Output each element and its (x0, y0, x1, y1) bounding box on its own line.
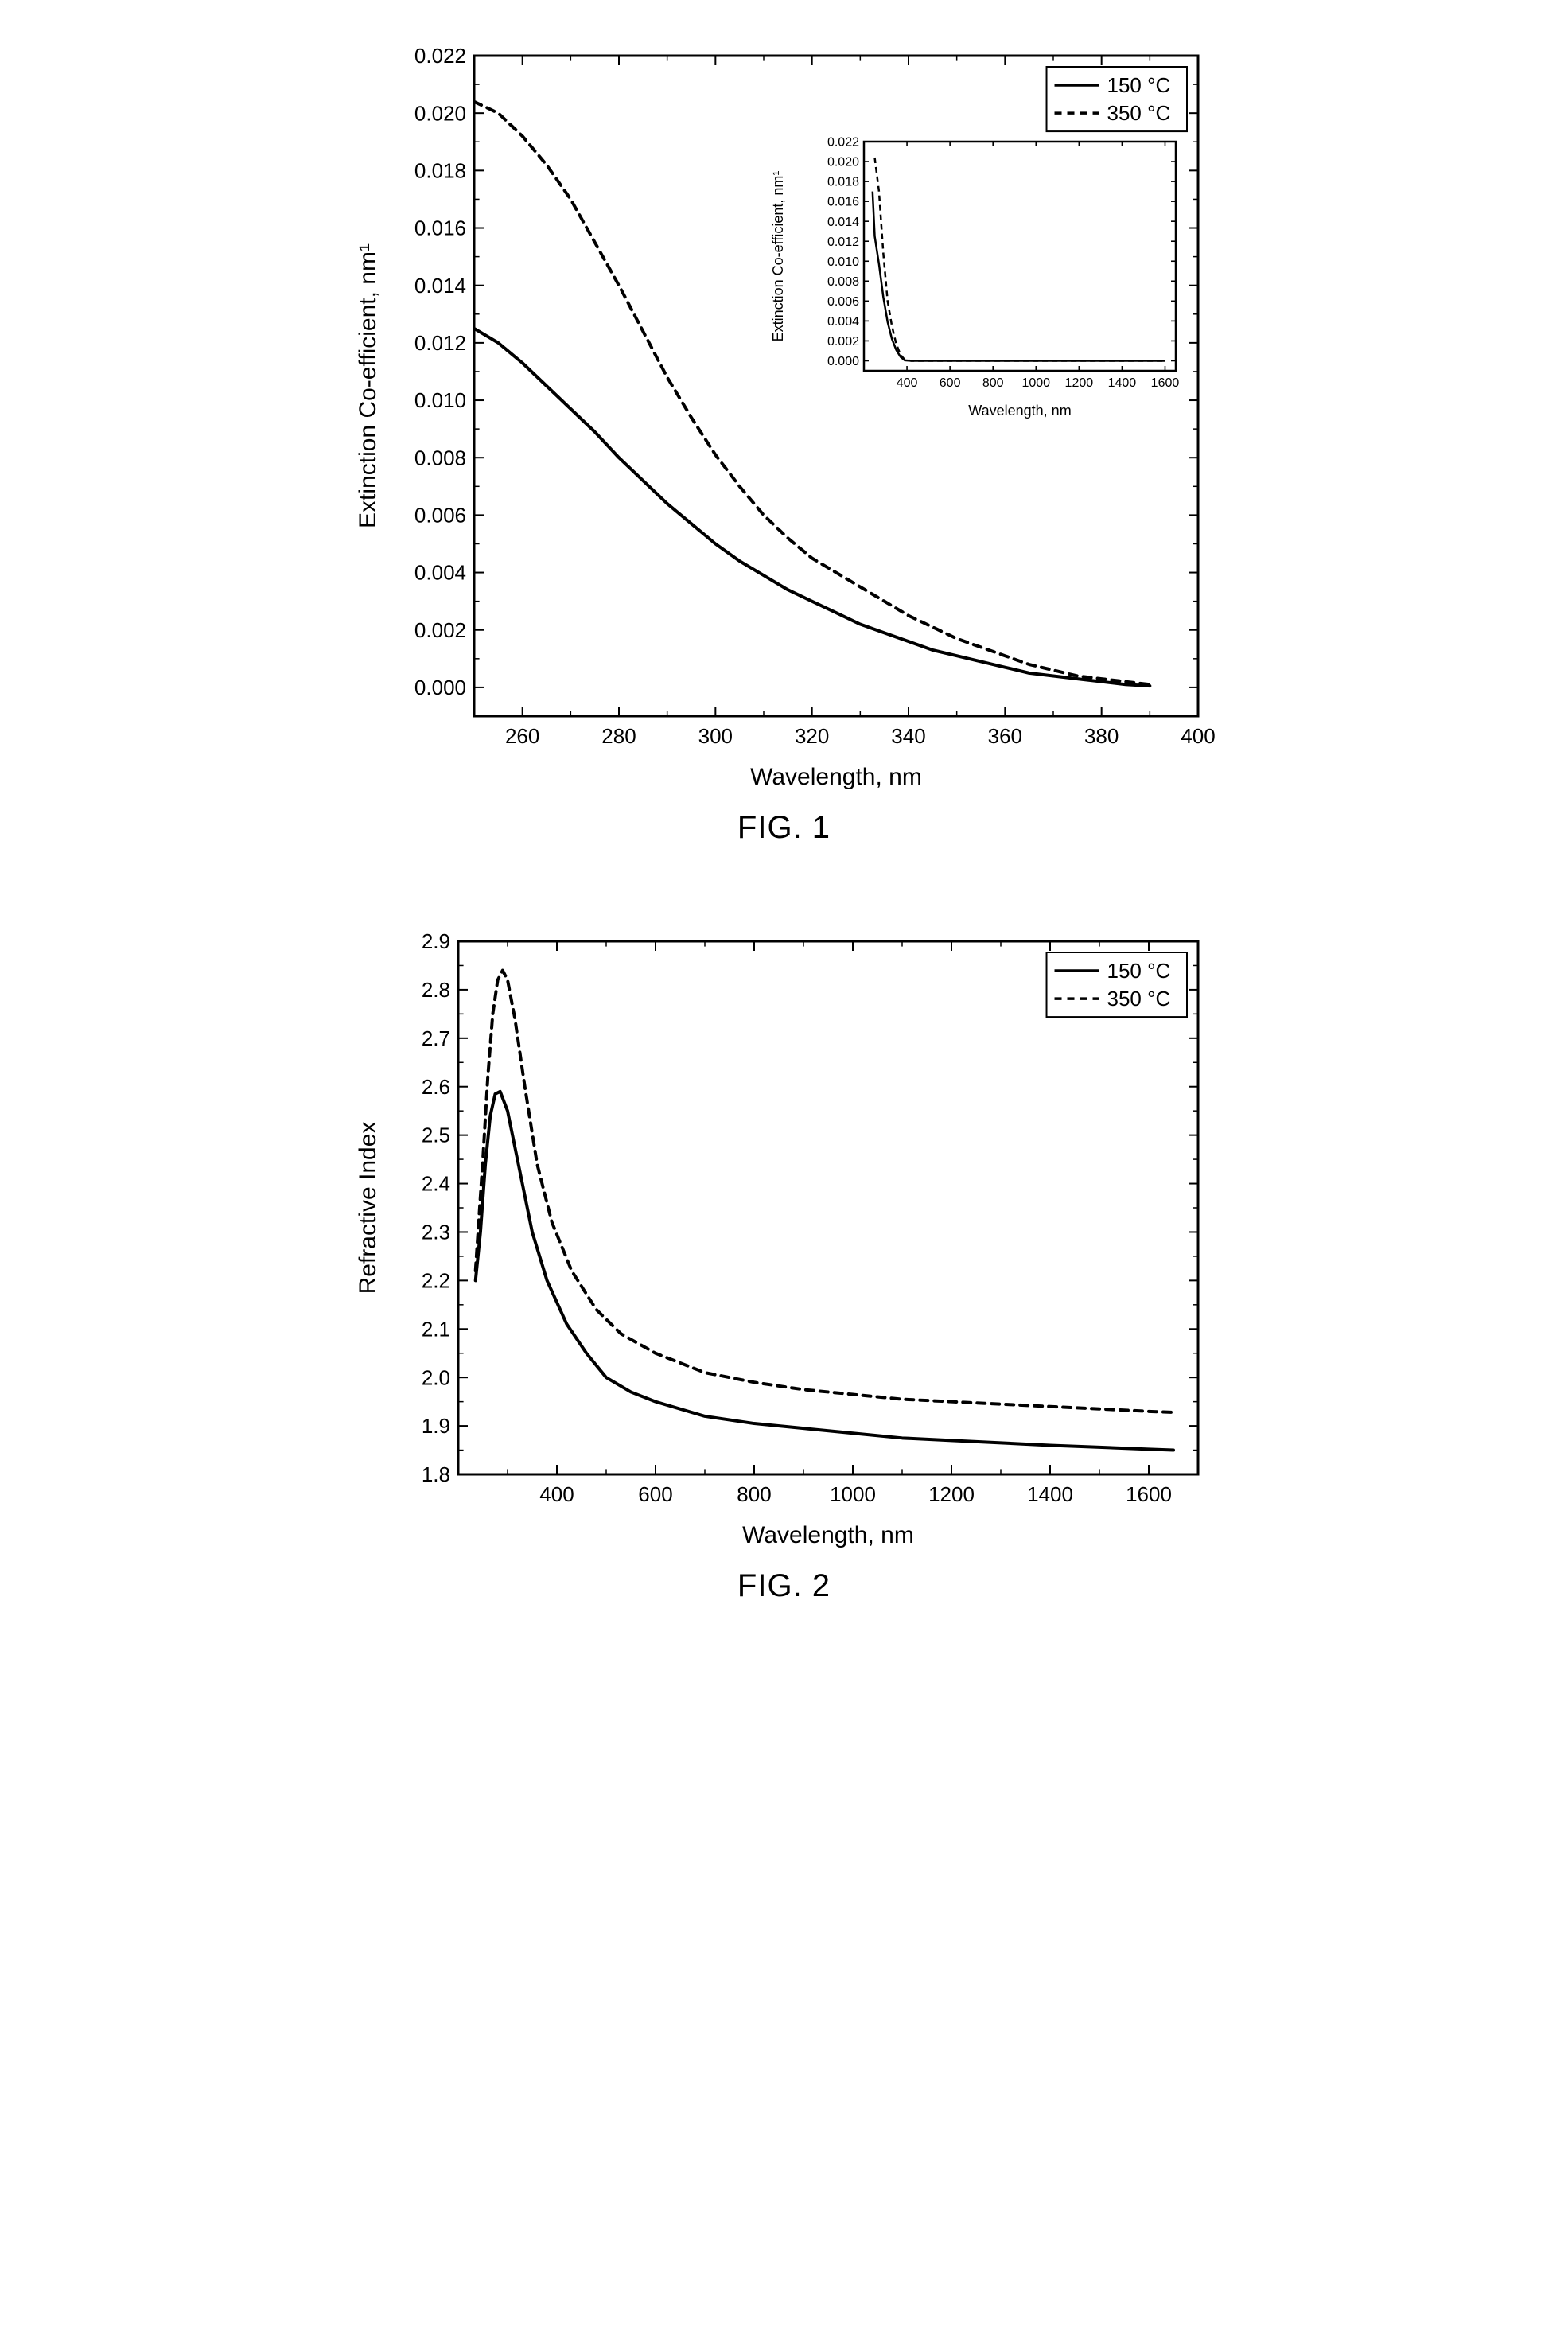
svg-text:2.2: 2.2 (421, 1268, 449, 1292)
svg-text:0.012: 0.012 (414, 331, 465, 355)
svg-text:1400: 1400 (1027, 1482, 1073, 1506)
svg-text:1.9: 1.9 (421, 1414, 449, 1438)
svg-text:400: 400 (539, 1482, 574, 1506)
svg-text:0.020: 0.020 (414, 101, 465, 125)
svg-text:350 °C: 350 °C (1107, 101, 1170, 125)
svg-text:1000: 1000 (830, 1482, 876, 1506)
svg-text:0.008: 0.008 (827, 275, 858, 289)
svg-text:Wavelength, nm: Wavelength, nm (750, 764, 922, 790)
svg-text:2.0: 2.0 (421, 1365, 449, 1389)
svg-text:0.022: 0.022 (827, 136, 858, 150)
svg-text:0.000: 0.000 (827, 355, 858, 368)
svg-text:360: 360 (987, 724, 1021, 748)
svg-text:0.002: 0.002 (414, 618, 465, 642)
svg-text:0.018: 0.018 (414, 158, 465, 182)
svg-text:0.012: 0.012 (827, 236, 858, 249)
svg-text:150 °C: 150 °C (1107, 73, 1170, 97)
svg-text:0.010: 0.010 (414, 388, 465, 412)
figure-2-block: 1.8 1.9 2.0 2.1 2.2 2.3 2.4 2.5 2.6 2.7 2.8 2.9 400 6… (347, 917, 1222, 1604)
svg-text:0.020: 0.020 (827, 156, 858, 169)
svg-text:380: 380 (1084, 724, 1118, 748)
svg-text:340: 340 (891, 724, 925, 748)
svg-text:2.6: 2.6 (421, 1075, 449, 1099)
svg-text:2.4: 2.4 (421, 1172, 449, 1196)
svg-text:1400: 1400 (1107, 376, 1136, 390)
svg-text:0.006: 0.006 (414, 503, 465, 527)
svg-text:0.016: 0.016 (827, 196, 858, 209)
figure-1-chart: 0.000 0.002 0.004 0.006 0.008 0.010 0.012 0.014… (347, 32, 1222, 796)
svg-text:320: 320 (794, 724, 828, 748)
svg-text:1600: 1600 (1126, 1482, 1172, 1506)
figure-1-caption: FIG. 1 (737, 810, 831, 846)
svg-text:0.016: 0.016 (414, 216, 465, 240)
svg-text:2.5: 2.5 (421, 1123, 449, 1147)
svg-text:1000: 1000 (1021, 376, 1050, 390)
svg-text:0.014: 0.014 (414, 274, 465, 298)
svg-text:400: 400 (896, 376, 917, 390)
svg-text:0.000: 0.000 (414, 676, 465, 699)
svg-text:1200: 1200 (928, 1482, 975, 1506)
svg-text:0.022: 0.022 (414, 44, 465, 68)
svg-text:260: 260 (504, 724, 539, 748)
svg-text:Wavelength, nm: Wavelength, nm (968, 403, 1071, 419)
svg-text:0.014: 0.014 (827, 216, 858, 229)
svg-text:1200: 1200 (1064, 376, 1093, 390)
figure-1-block: 0.000 0.002 0.004 0.006 0.008 0.010 0.012 0.014… (347, 32, 1222, 846)
svg-text:1600: 1600 (1150, 376, 1179, 390)
svg-text:Extinction Co-efficient, nm¹: Extinction Co-efficient, nm¹ (770, 171, 786, 342)
svg-text:300: 300 (698, 724, 732, 748)
svg-text:0.004: 0.004 (827, 315, 858, 329)
svg-text:Refractive Index: Refractive Index (355, 1122, 381, 1295)
svg-text:0.018: 0.018 (827, 176, 858, 189)
svg-text:600: 600 (638, 1482, 672, 1506)
svg-text:2.7: 2.7 (421, 1026, 449, 1050)
svg-text:2.8: 2.8 (421, 978, 449, 1002)
svg-text:800: 800 (737, 1482, 771, 1506)
svg-text:1.8: 1.8 (421, 1462, 449, 1486)
svg-text:0.002: 0.002 (827, 335, 858, 349)
svg-text:0.004: 0.004 (414, 561, 465, 585)
svg-text:350 °C: 350 °C (1107, 987, 1170, 1011)
svg-text:2.9: 2.9 (421, 929, 449, 953)
svg-text:0.008: 0.008 (414, 446, 465, 469)
svg-text:280: 280 (601, 724, 636, 748)
svg-text:150 °C: 150 °C (1107, 959, 1170, 983)
svg-text:0.006: 0.006 (827, 295, 858, 309)
svg-text:0.010: 0.010 (827, 255, 858, 269)
svg-text:2.1: 2.1 (421, 1317, 449, 1341)
svg-text:Wavelength, nm: Wavelength, nm (742, 1522, 914, 1548)
svg-text:600: 600 (939, 376, 960, 390)
svg-text:2.3: 2.3 (421, 1221, 449, 1244)
svg-text:Extinction Co-efficient, nm¹: Extinction Co-efficient, nm¹ (355, 243, 381, 528)
figure-2-chart: 1.8 1.9 2.0 2.1 2.2 2.3 2.4 2.5 2.6 2.7 2.8 2.9 400 6… (347, 917, 1222, 1554)
svg-text:400: 400 (1181, 724, 1215, 748)
svg-text:800: 800 (982, 376, 1003, 390)
figure-2-caption: FIG. 2 (737, 1568, 831, 1604)
